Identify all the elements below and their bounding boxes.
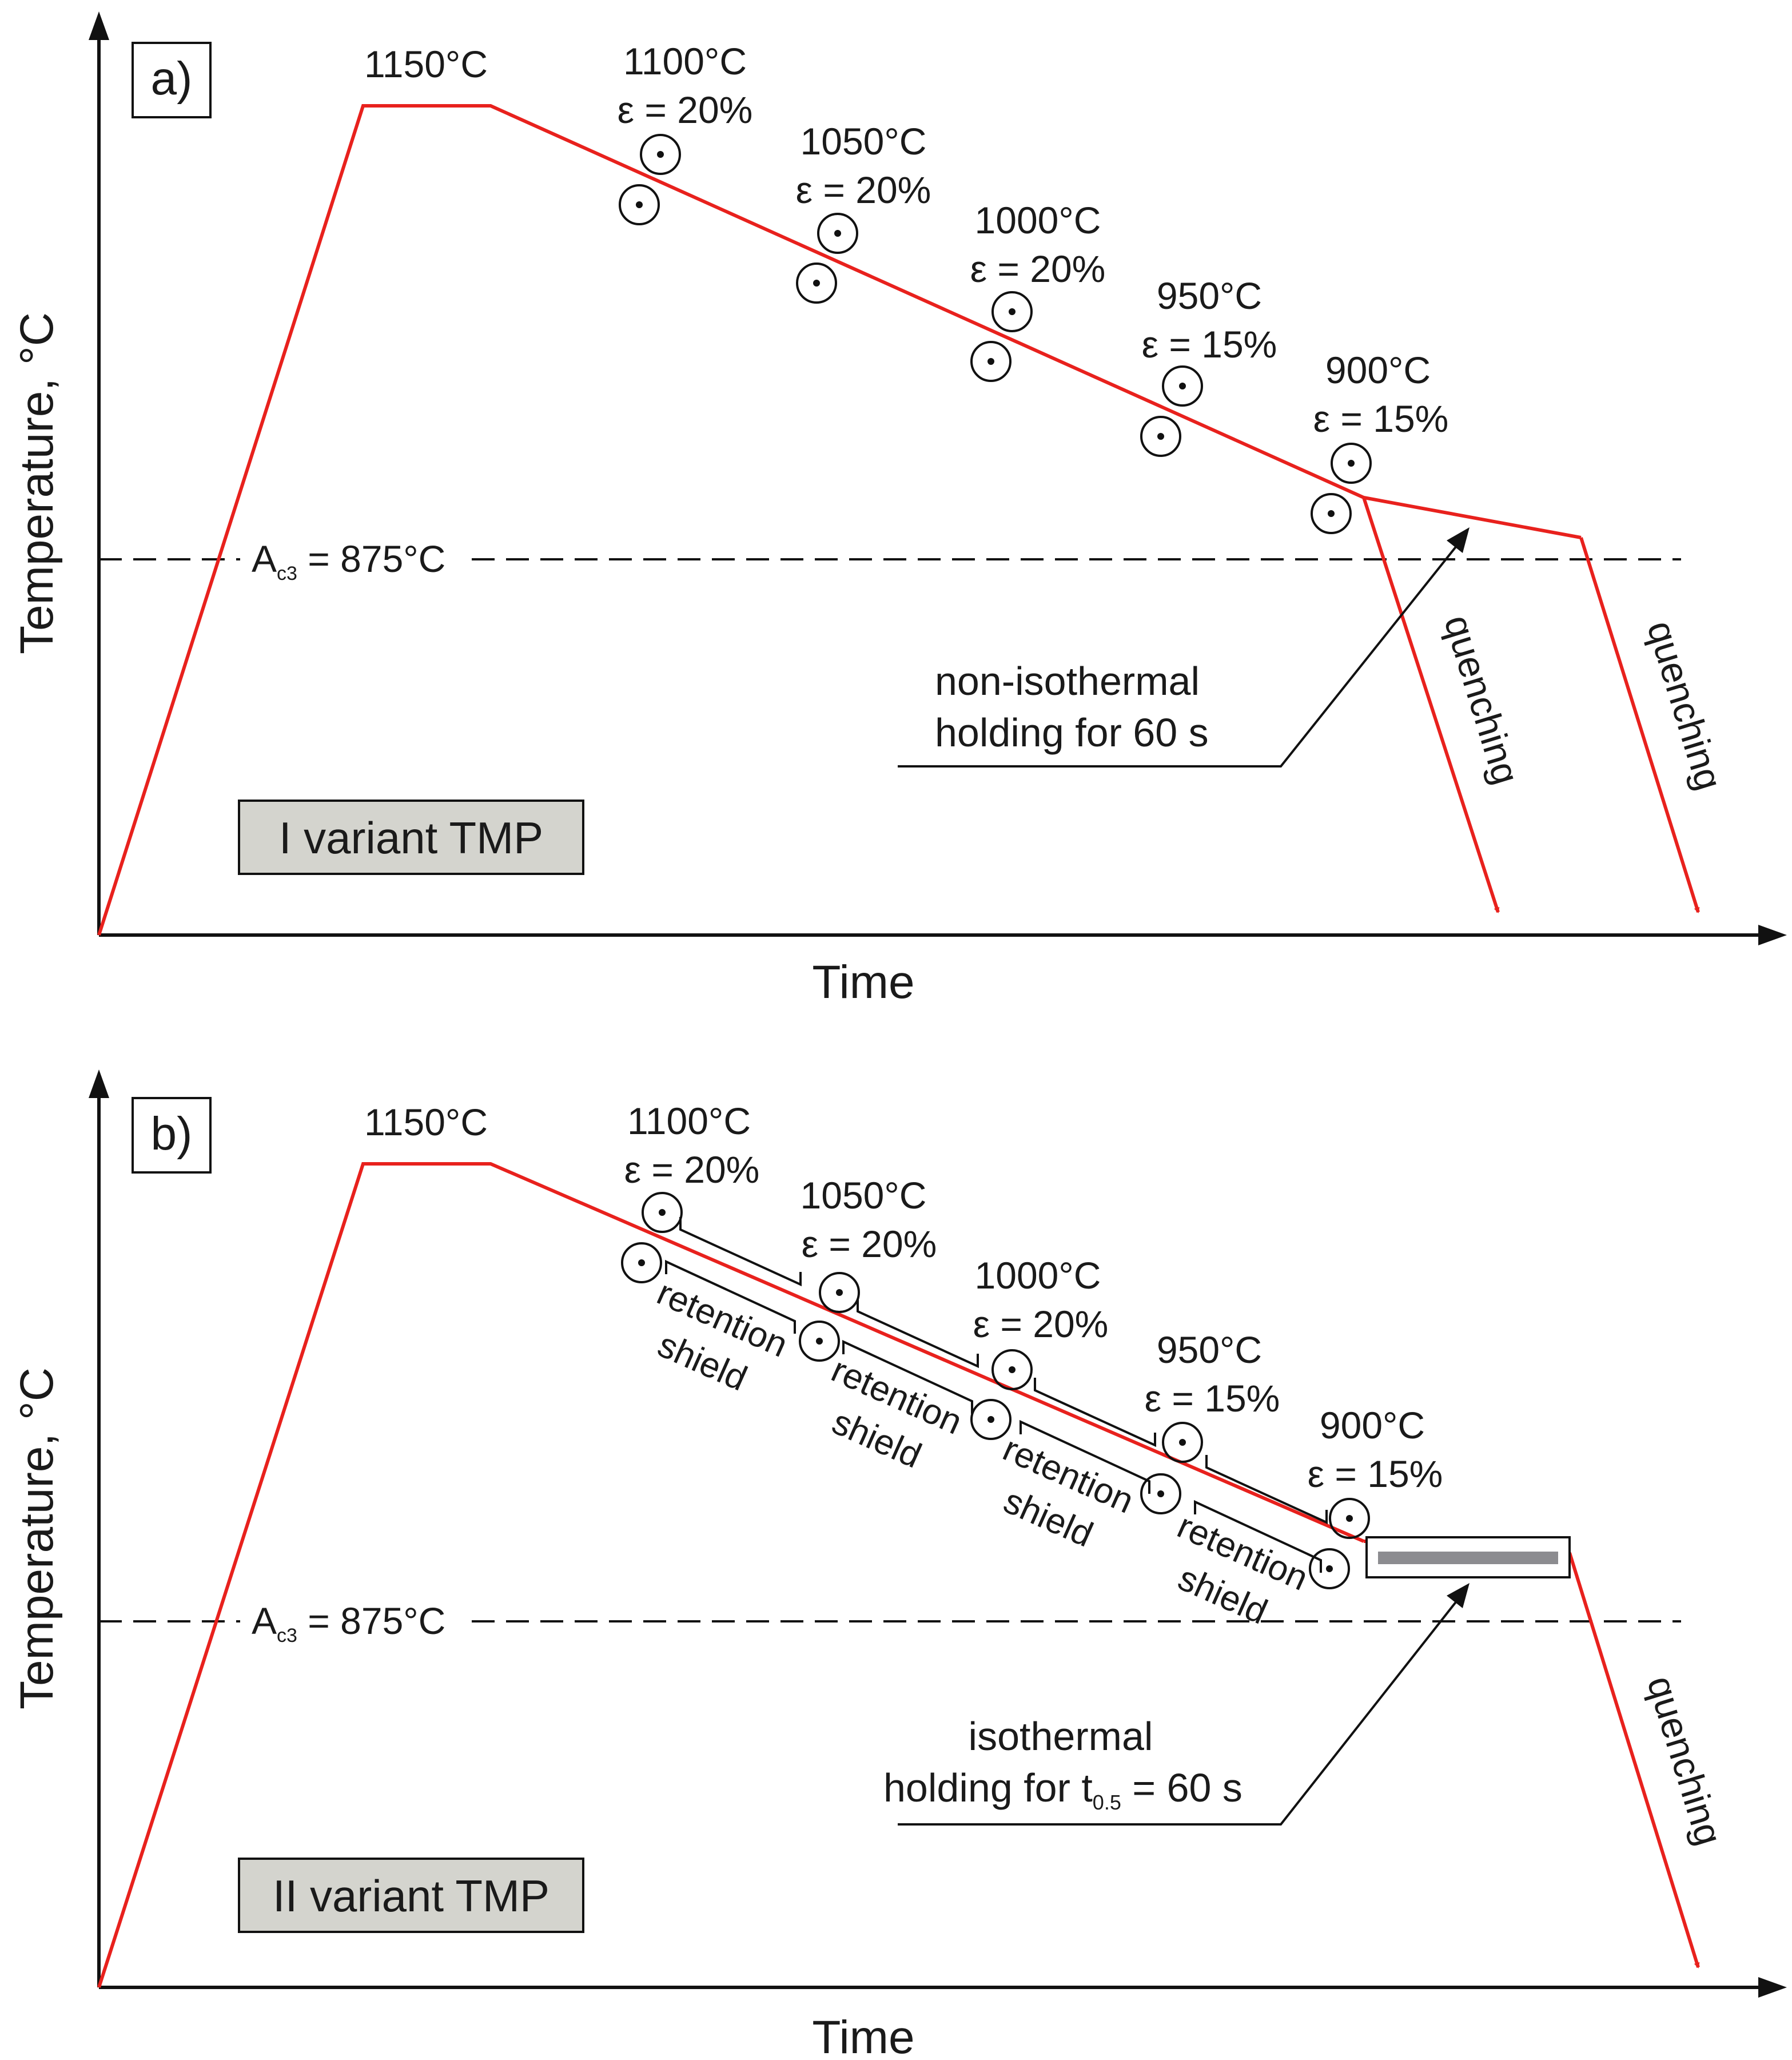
step-temp-label: 950°C [1157,1329,1262,1371]
step-a-1: 1100°C ε = 20% [618,40,753,225]
x-axis-label-b: Time [812,2011,914,2060]
step-b-4: 950°C ε = 15% [1140,1329,1280,1514]
panel-label-a: a) [151,53,193,105]
shield-label-3: retention shield [997,1429,1139,1555]
shield-brackets-lower [665,1259,1322,1573]
x-axis-label-a: Time [812,956,914,1008]
step-strain-label: ε = 20% [970,248,1106,290]
roll-marker-upper [1329,1498,1370,1539]
roll-marker-upper [1162,1422,1203,1463]
annotation-leader-b [898,1594,1462,1826]
roll-marker-upper [1331,443,1372,484]
quench-arrow-a2 [1579,537,1700,913]
panel-label-box-b [132,1097,212,1174]
step-strain-label: ε = 15% [1145,1377,1280,1419]
step-strain-label: ε = 20% [624,1148,760,1191]
annotation-leader-a [898,539,1462,767]
step-strain-label: ε = 20% [618,89,753,131]
roll-marker-lower [1311,493,1352,534]
roll-marker-lower [970,341,1012,382]
step-temp-label: 1100°C [627,1100,751,1142]
step-temp-label: 1000°C [975,1254,1101,1297]
roll-marker-upper [640,134,681,175]
roll-marker-upper [642,1192,683,1233]
roll-marker-upper [817,213,858,254]
step-b-3: 1000°C ε = 20% [970,1254,1109,1440]
ac3-label-a: Ac3 = 875°C [252,538,445,584]
step-a-3: 1000°C ε = 20% [970,199,1106,382]
shield-brackets-upper [679,1217,1328,1525]
profile-line-b [97,1162,1365,1988]
step-strain-label: ε = 20% [973,1303,1109,1345]
step-b-5: 900°C ε = 15% [1308,1404,1443,1589]
roll-marker-lower [1140,1473,1181,1514]
start-temp-label-a: 1150°C [364,43,488,85]
shield-label-2: retention shield [826,1350,967,1476]
step-temp-label: 1000°C [975,199,1101,241]
step-temp-label: 900°C [1325,349,1431,391]
annotation-line1-b: isothermal [969,1714,1153,1759]
step-temp-label: 1100°C [623,40,747,82]
step-strain-label: ε = 15% [1308,1453,1443,1495]
roll-marker-lower [796,263,837,304]
panel-label-b: b) [151,1108,193,1160]
roll-marker-upper [1162,365,1203,407]
roll-marker-upper [991,291,1033,332]
annotation-line2-a: holding for 60 s [935,710,1209,755]
step-a-2: 1050°C ε = 20% [796,120,931,304]
roll-marker-upper [991,1349,1033,1390]
hold-line-a [1363,496,1582,539]
shield-label-1: retention shield [651,1273,793,1399]
variant-box-b [238,1858,584,1933]
y-axis-label-a: Temperature, °C [11,312,63,654]
roll-marker-lower [619,184,660,225]
axes-b [89,1069,1787,1998]
step-strain-label: ε = 20% [796,169,931,211]
step-a-4: 950°C ε = 15% [1140,275,1277,457]
annotation-line1-a: non-isothermal [935,659,1200,703]
roll-marker-lower [799,1321,840,1362]
step-temp-label: 1050°C [801,1174,927,1216]
y-axis-label-b: Temperature, °C [11,1367,63,1709]
step-temp-label: 950°C [1157,275,1262,317]
isothermal-hold-bar [1378,1552,1558,1564]
step-temp-label: 1050°C [801,120,927,162]
step-b-1: 1100°C ε = 20% [621,1100,760,1283]
roll-marker-lower [970,1399,1012,1440]
annotation-arrowhead-a [1447,527,1470,553]
panel-label-box-a [132,42,212,118]
annotation-arrowhead-b [1447,1583,1470,1608]
profile-line-a [97,104,1365,936]
variant-box-a [238,800,584,875]
panel-b: b) Temperature, °C Time Ac3 = 875°C 1150… [11,1069,1787,2060]
step-a-5: 900°C ε = 15% [1311,349,1449,534]
roll-marker-lower [1309,1548,1350,1589]
start-temp-label-b: 1150°C [364,1101,488,1143]
roll-marker-upper [819,1272,860,1313]
step-b-2: 1050°C ε = 20% [799,1174,937,1362]
annotation-line2-b: holding for t0.5 = 60 s [883,1765,1243,1814]
variant-label-b: II variant TMP [273,1871,549,1921]
ac3-label-b: Ac3 = 875°C [252,1600,445,1647]
roll-marker-lower [1140,416,1181,457]
quench-arrow-b [1568,1552,1700,1968]
step-strain-label: ε = 15% [1142,323,1277,365]
quench-arrow-a1 [1362,497,1500,913]
panel-a: a) Temperature, °C Time Ac3 = 875°C 1150… [11,11,1787,1008]
step-temp-label: 900°C [1320,1404,1425,1446]
axes-a [89,11,1787,945]
variant-label-a: I variant TMP [279,813,543,863]
step-strain-label: ε = 15% [1313,397,1449,440]
roll-marker-lower [621,1242,662,1283]
step-strain-label: ε = 20% [802,1223,937,1265]
